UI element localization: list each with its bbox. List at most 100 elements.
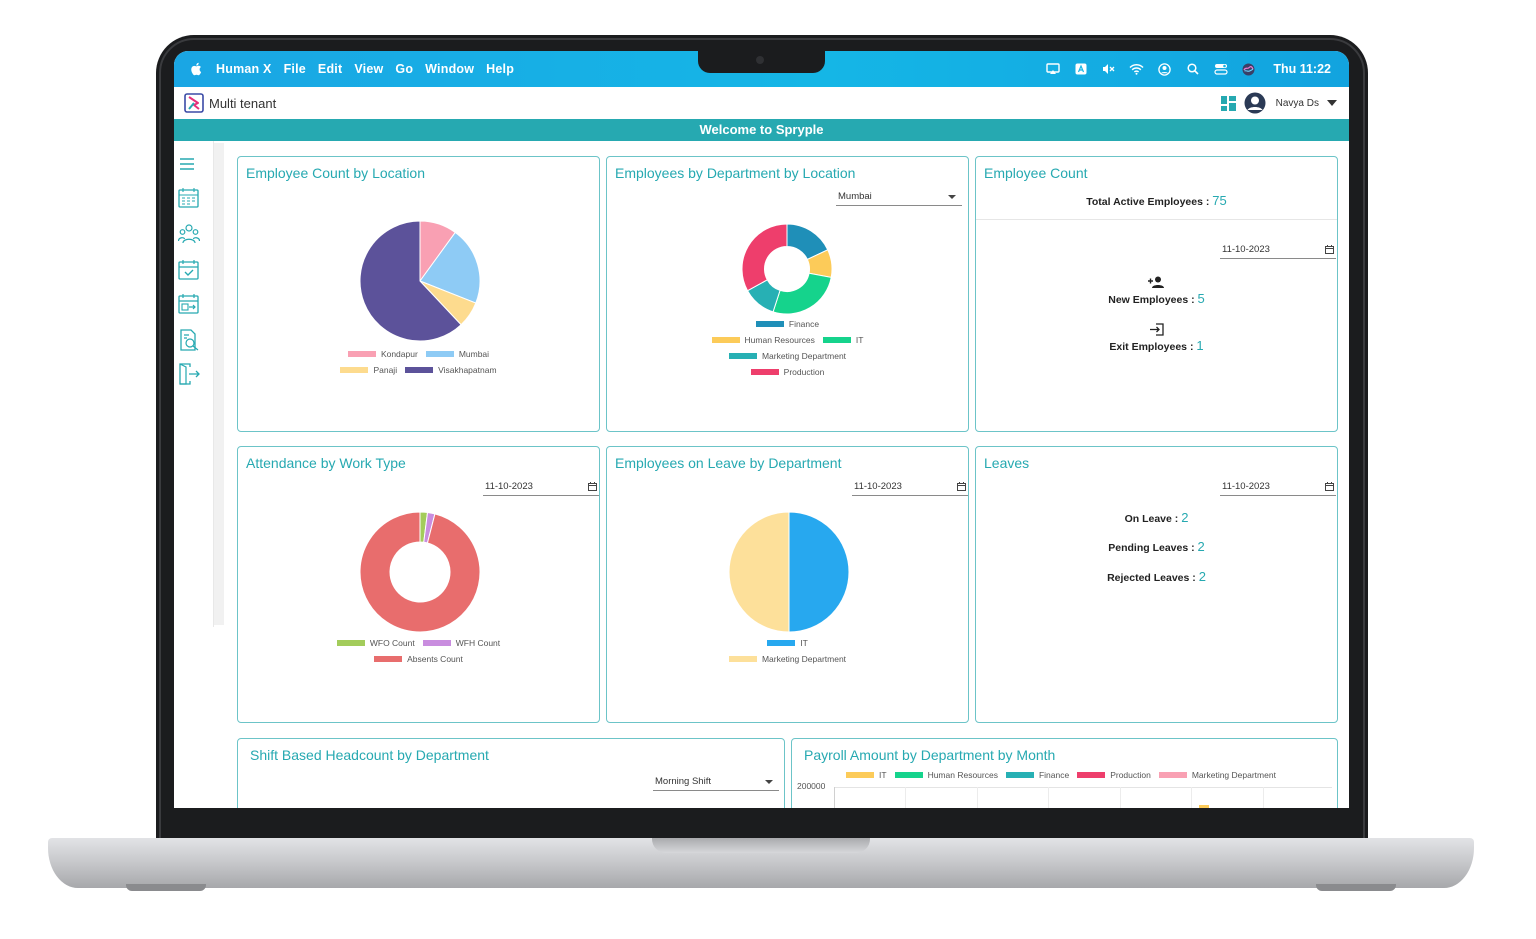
card-title: Employees on Leave by Department (615, 455, 842, 471)
date-value: 11-10-2023 (1222, 244, 1270, 255)
user-circle-icon[interactable] (1157, 62, 1172, 76)
date-value: 11-10-2023 (1222, 481, 1270, 492)
legend-label: Finance (1038, 770, 1070, 780)
legend-item-finance[interactable]: Finance (755, 319, 819, 329)
legend-swatch (822, 337, 851, 343)
menu-help[interactable]: Help (486, 62, 515, 76)
sidebar-scrollbar[interactable] (214, 143, 224, 625)
control-center-icon[interactable] (1213, 63, 1228, 76)
menu-file[interactable]: File (283, 62, 306, 76)
rejected-leaves: Rejected Leaves : 2 (976, 569, 1337, 584)
slice-it[interactable] (788, 511, 850, 633)
legend-item-panaji[interactable]: Panaji (340, 365, 397, 375)
siri-icon[interactable] (1241, 63, 1256, 76)
date-field[interactable]: 11-10-2023 (852, 478, 968, 496)
slice-mumbai[interactable] (419, 231, 481, 304)
calendar-icon[interactable] (588, 482, 597, 491)
legend-swatch (340, 367, 369, 373)
dropdown-arrow-icon (765, 780, 773, 784)
legend-swatch (750, 369, 779, 375)
header-right: Navya Ds (1220, 87, 1337, 119)
slice-visakhapatnam[interactable] (359, 220, 462, 342)
legend-swatch (1005, 772, 1034, 778)
airplay-icon[interactable] (1045, 63, 1060, 76)
new-employees: New Employees : 5 (976, 291, 1337, 306)
brand-name: Multi tenant (209, 95, 277, 111)
stat-value: 5 (1197, 291, 1205, 306)
legend-item-wfh[interactable]: WFH Count (422, 638, 500, 648)
logout-icon[interactable] (178, 363, 200, 385)
location-pie-chart (359, 220, 481, 342)
slice-it[interactable] (772, 272, 832, 315)
menu-app-name[interactable]: Human X (216, 62, 272, 76)
mute-icon[interactable] (1101, 63, 1116, 76)
clock[interactable]: Thu 11:22 (1273, 62, 1331, 76)
menu-go[interactable]: Go (395, 62, 414, 76)
payroll-chart-grid (834, 787, 1332, 808)
legend-item-wfo[interactable]: WFO Count (336, 638, 415, 648)
dashboard-grid-icon[interactable] (1220, 95, 1236, 111)
card-employees-by-department-by-location: Employees by Department by Location Mumb… (606, 156, 969, 432)
date-field[interactable]: 11-10-2023 (1220, 478, 1336, 496)
stat-value: 1 (1196, 338, 1204, 353)
legend-item-human-resources[interactable]: Human Resources (711, 335, 815, 345)
card-title: Payroll Amount by Department by Month (804, 747, 1056, 763)
apple-icon[interactable] (190, 62, 202, 76)
legend-item-it[interactable]: IT (846, 770, 887, 780)
card-title: Employees by Department by Location (615, 165, 856, 181)
wifi-icon[interactable] (1129, 63, 1144, 76)
report-icon[interactable] (178, 329, 200, 351)
date-field[interactable]: 11-10-2023 (1220, 241, 1336, 259)
legend-item-kondapur[interactable]: Kondapur (347, 349, 418, 359)
avatar[interactable] (1244, 92, 1266, 114)
legend-item-it[interactable]: IT (767, 638, 808, 648)
camera-notch (698, 51, 825, 73)
user-name[interactable]: Navya Ds (1275, 97, 1319, 109)
payroll-bar[interactable] (1199, 805, 1209, 808)
slice-absents-count[interactable] (359, 511, 481, 633)
menu-window[interactable]: Window (425, 62, 475, 76)
legend-item-mumbai[interactable]: Mumbai (425, 349, 489, 359)
team-icon[interactable] (178, 223, 200, 245)
legend-item-human-resources[interactable]: Human Resources (894, 770, 998, 780)
calendar-export-icon[interactable] (178, 293, 200, 315)
legend-item-marketing[interactable]: Marketing Department (728, 654, 846, 664)
dropdown-arrow-icon (948, 195, 956, 199)
menu-edit[interactable]: Edit (317, 62, 343, 76)
location-select[interactable]: Mumbai (836, 188, 962, 206)
calendar-icon[interactable] (957, 482, 966, 491)
stat-value: 2 (1197, 539, 1205, 554)
legend-item-production[interactable]: Production (750, 367, 824, 377)
date-field[interactable]: 11-10-2023 (483, 478, 599, 496)
calendar-icon[interactable] (1325, 482, 1334, 491)
spryple-logo-icon[interactable] (184, 93, 204, 113)
legend-item-absents[interactable]: Absents Count (374, 654, 463, 664)
chevron-down-icon[interactable] (1327, 100, 1337, 106)
sidebar (174, 141, 214, 627)
card-title: Leaves (984, 455, 1030, 471)
laptop-foot-right (1316, 884, 1396, 891)
menu-icon[interactable] (178, 153, 200, 175)
legend-swatch (728, 656, 757, 662)
calendar-check-icon[interactable] (178, 259, 200, 281)
legend-swatch (894, 772, 923, 778)
legend-item-finance[interactable]: Finance (1005, 770, 1070, 780)
laptop-opening-notch (652, 838, 870, 853)
calendar-grid-icon[interactable] (178, 187, 200, 209)
shift-select[interactable]: Morning Shift (653, 773, 779, 791)
legend-item-visakhapatnam[interactable]: Visakhapatnam (405, 365, 497, 375)
keyboard-a-icon[interactable] (1073, 63, 1088, 76)
legend-item-marketing[interactable]: Marketing Department (1158, 770, 1276, 780)
slice-marketing-department[interactable] (728, 511, 790, 633)
calendar-icon[interactable] (1325, 245, 1334, 254)
menu-view[interactable]: View (354, 62, 384, 76)
legend-item-it[interactable]: IT (822, 335, 863, 345)
legend-item-marketing[interactable]: Marketing Department (728, 351, 846, 361)
legend-swatch (728, 353, 757, 359)
legend-item-production[interactable]: Production (1077, 770, 1151, 780)
slice-production[interactable] (741, 223, 788, 292)
legend-label: Marketing Department (1191, 770, 1276, 780)
legend-swatch (846, 772, 874, 778)
search-icon[interactable] (1185, 63, 1200, 76)
chart-legend: IT Marketing Department (607, 635, 968, 667)
